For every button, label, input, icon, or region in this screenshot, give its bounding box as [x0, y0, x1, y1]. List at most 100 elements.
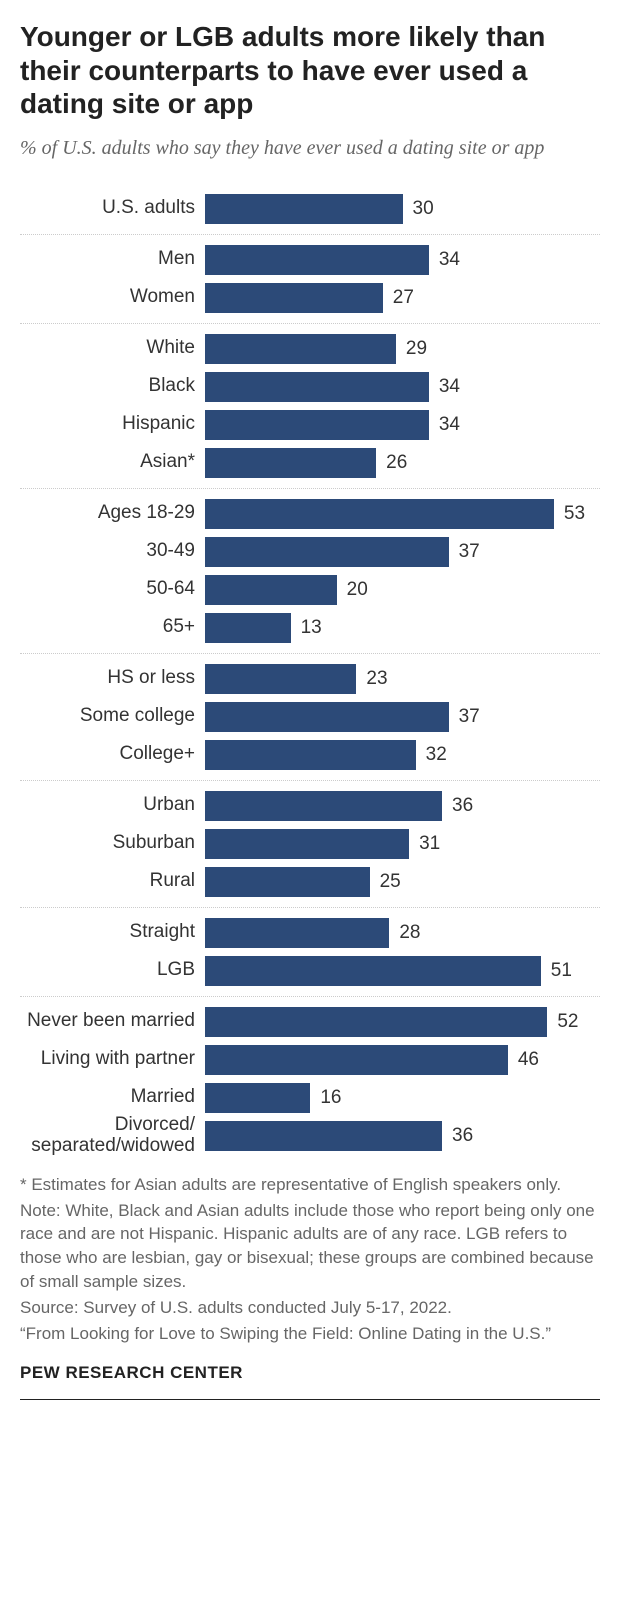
row-label: Asian* [20, 452, 205, 473]
row-label: 30-49 [20, 541, 205, 562]
bar-value: 27 [393, 287, 414, 309]
row-label: Suburban [20, 833, 205, 854]
bar-value: 34 [439, 249, 460, 271]
chart-row: Men 34 [20, 241, 600, 279]
row-label: Rural [20, 871, 205, 892]
row-label: Hispanic [20, 414, 205, 435]
chart-row: HS or less 23 [20, 660, 600, 698]
bar [205, 194, 403, 224]
bar [205, 575, 337, 605]
bar [205, 448, 376, 478]
chart-group: Men 34 Women27 [20, 235, 600, 324]
bar [205, 499, 554, 529]
bar-area: 32 [205, 740, 600, 770]
bar-area: 53 [205, 499, 600, 529]
bar-area: 34 [205, 372, 600, 402]
bar-area: 36 [205, 1121, 600, 1151]
bar-area: 16 [205, 1083, 600, 1113]
chart-row: Rural25 [20, 863, 600, 901]
row-label: Men [20, 249, 205, 270]
bar-value: 28 [399, 922, 420, 944]
row-label: Never been married [20, 1011, 205, 1032]
bar [205, 664, 356, 694]
chart-row: Divorced/ separated/widowed36 [20, 1117, 600, 1155]
bar-value: 16 [320, 1087, 341, 1109]
bar [205, 334, 396, 364]
chart-group: Ages 18-295330-493750-642065+13 [20, 489, 600, 654]
bar [205, 867, 370, 897]
row-label: Living with partner [20, 1049, 205, 1070]
bar-area: 30 [205, 194, 600, 224]
bar-value: 46 [518, 1049, 539, 1071]
chart-group: Urban36Suburban31Rural25 [20, 781, 600, 908]
bar-value: 52 [557, 1011, 578, 1033]
chart-row: Hispanic 34 [20, 406, 600, 444]
bar [205, 1121, 442, 1151]
footnote-line: * Estimates for Asian adults are represe… [20, 1173, 600, 1197]
chart-row: 50-6420 [20, 571, 600, 609]
bar-area: 13 [205, 613, 600, 643]
chart-row: Women27 [20, 279, 600, 317]
chart-row: White 29 [20, 330, 600, 368]
bar-value: 31 [419, 833, 440, 855]
bar-area: 37 [205, 537, 600, 567]
bar-area: 25 [205, 867, 600, 897]
footnote-line: Source: Survey of U.S. adults conducted … [20, 1296, 600, 1320]
bar-value: 20 [347, 579, 368, 601]
bar-chart: U.S. adults30Men34Women27White29Black34H… [20, 184, 600, 1161]
row-label: Black [20, 376, 205, 397]
chart-row: 30-4937 [20, 533, 600, 571]
bar-value: 26 [386, 452, 407, 474]
chart-subtitle: % of U.S. adults who say they have ever … [20, 135, 600, 162]
chart-title: Younger or LGB adults more likely than t… [20, 20, 600, 121]
bar [205, 1007, 547, 1037]
footnotes: * Estimates for Asian adults are represe… [20, 1173, 600, 1346]
bar-value: 53 [564, 503, 585, 525]
bar-value: 29 [406, 338, 427, 360]
chart-row: Asian* 26 [20, 444, 600, 482]
chart-group: Never been married 52 Living with partner 4… [20, 997, 600, 1161]
bar-area: 36 [205, 791, 600, 821]
bar [205, 1083, 310, 1113]
row-label: White [20, 338, 205, 359]
chart-row: Never been married 52 [20, 1003, 600, 1041]
row-label: Divorced/ separated/widowed [20, 1115, 205, 1157]
row-label: Straight [20, 922, 205, 943]
bar-area: 31 [205, 829, 600, 859]
chart-row: U.S. adults30 [20, 190, 600, 228]
bar-area: 28 [205, 918, 600, 948]
footnote-line: “From Looking for Love to Swiping the Fi… [20, 1322, 600, 1346]
bar-value: 34 [439, 376, 460, 398]
bar-value: 13 [301, 617, 322, 639]
bar-value: 32 [426, 744, 447, 766]
bar [205, 791, 442, 821]
bar [205, 956, 541, 986]
bar [205, 740, 416, 770]
bar [205, 829, 409, 859]
bar-value: 36 [452, 795, 473, 817]
bar-value: 37 [459, 706, 480, 728]
bar-value: 34 [439, 414, 460, 436]
bar-area: 34 [205, 410, 600, 440]
bar-value: 30 [413, 198, 434, 220]
row-label: College+ [20, 744, 205, 765]
row-label: HS or less [20, 668, 205, 689]
bar [205, 410, 429, 440]
chart-group: HS or less23Some college37College+32 [20, 654, 600, 781]
chart-row: Suburban 31 [20, 825, 600, 863]
chart-row: Straight 28 [20, 914, 600, 952]
row-label: 65+ [20, 617, 205, 638]
footnote-line: Note: White, Black and Asian adults incl… [20, 1199, 600, 1294]
bar-area: 34 [205, 245, 600, 275]
bar-area: 46 [205, 1045, 600, 1075]
bar-value: 23 [366, 668, 387, 690]
chart-row: Married16 [20, 1079, 600, 1117]
bottom-rule [20, 1399, 600, 1400]
bar-area: 51 [205, 956, 600, 986]
bar-area: 52 [205, 1007, 600, 1037]
chart-row: 65+ 13 [20, 609, 600, 647]
row-label: Ages 18-29 [20, 503, 205, 524]
chart-row: Black 34 [20, 368, 600, 406]
chart-row: College+ 32 [20, 736, 600, 774]
bar [205, 245, 429, 275]
